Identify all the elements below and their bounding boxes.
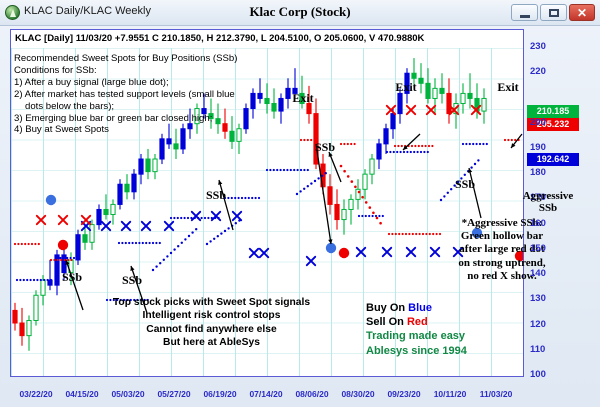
price-tick-200: 200	[530, 116, 546, 128]
price-tick-120: 120	[530, 318, 546, 330]
date-tick-8: 09/23/20	[387, 389, 421, 399]
annotation-exit-3: Exit	[292, 91, 314, 105]
price-tick-230: 230	[530, 41, 546, 52]
aggr-note-line-2: Green hollow bar	[460, 230, 544, 243]
price-tick-170: 170	[530, 192, 546, 204]
date-tick-10: 11/03/20	[479, 389, 513, 399]
date-tick-1: 04/15/20	[65, 389, 99, 399]
price-badge-mid: 205.232	[527, 118, 579, 131]
date-tick-3: 05/27/20	[157, 389, 191, 399]
annotation-ssb-0: SSb	[61, 270, 83, 284]
close-icon: ✕	[576, 6, 588, 20]
date-tick-7: 08/30/20	[341, 389, 375, 399]
sell-word: Red	[406, 316, 428, 329]
promo-line-2: Intelligent risk control stops	[142, 310, 281, 322]
annotation-ssb-4: SSb	[314, 140, 336, 154]
slogan-green-1: Trading made easy	[366, 330, 466, 343]
minimize-button[interactable]	[511, 4, 538, 21]
minimize-icon	[520, 15, 530, 18]
aggr-note-line-5: no red X show.	[467, 269, 537, 282]
aggr-note-line-3: after large red dot	[459, 243, 545, 256]
promo-block: Top stock picks with Sweet Spot signals …	[104, 296, 319, 350]
conditions-block: Recommended Sweet Spots for Buy Position…	[14, 53, 284, 136]
sell-line: Sell On Red	[366, 315, 536, 329]
buy-word: Blue	[408, 302, 433, 314]
close-button[interactable]: ✕	[569, 4, 595, 21]
date-tick-4: 06/19/20	[203, 389, 237, 399]
chart-panel: KLAC [Daily] 11/03/20 +7.9551 C 210.1850…	[10, 29, 524, 377]
sell-prefix: Sell On	[366, 316, 407, 329]
aggr-note-line-1: *Aggressive SSb:	[461, 217, 543, 229]
date-tick-5: 07/14/20	[249, 389, 283, 399]
price-badge-low: 192.642	[527, 153, 579, 166]
date-tick-6: 08/06/20	[295, 389, 329, 399]
condition-item-4: 4) Buy at Sweet Spots	[14, 124, 109, 136]
title-bar: KLAC Daily/KLAC Weekly Klac Corp (Stock)…	[0, 0, 600, 26]
price-tick-160: 160	[530, 217, 546, 229]
window-title: KLAC Daily/KLAC Weekly	[24, 5, 151, 17]
plot-area[interactable]	[11, 48, 523, 376]
price-tick-190: 190	[530, 141, 546, 153]
maximize-icon	[549, 9, 559, 17]
price-tick-140: 140	[530, 268, 546, 280]
price-tick-150: 150	[530, 242, 546, 254]
price-tick-180: 180	[530, 167, 546, 179]
signal-markers	[35, 104, 523, 267]
price-axis: 210.185 205.232 192.642 230 220 200 190 180 1…	[527, 29, 599, 380]
annotation-exit-7: Exit	[497, 80, 519, 94]
slogan-block: Buy On Blue Sell On Red Trading made eas…	[366, 301, 536, 358]
price-tick-100: 100	[530, 369, 546, 380]
date-axis: 03/22/20 04/15/20 05/03/20 05/27/20 06/19/20…	[10, 381, 525, 405]
condition-item-2: 2) After market has tested support level…	[14, 88, 235, 100]
aggr-note-line-4: on strong uptrend,	[458, 256, 546, 269]
aggressive-note-block: *Aggressive SSb: Green hollow bar after …	[443, 217, 561, 283]
ohlc-header: KLAC [Daily] 11/03/20 +7.9551 C 210.1850…	[15, 33, 425, 44]
date-tick-0: 03/22/20	[19, 389, 53, 399]
condition-item-3: 3) Emerging blue bar or green bar closed…	[14, 112, 213, 124]
conditions-title: Recommended Sweet Spots for Buy Position…	[14, 53, 238, 64]
app-logo-icon	[5, 5, 20, 20]
annotation-aggressive-ssb-8: Aggressive SSb	[522, 190, 574, 214]
buy-line: Buy On Blue	[366, 301, 536, 315]
annotation-arrows	[65, 133, 523, 314]
price-badge-high: 210.185	[527, 105, 579, 118]
annotation-ssb-1: SSb	[121, 273, 143, 287]
price-tick-130: 130	[530, 293, 546, 305]
slogan-green-2: Ablesys since 1994	[366, 344, 467, 357]
buy-prefix: Buy On	[366, 302, 409, 314]
annotation-ssb-2: SSb	[205, 188, 227, 202]
condition-item-1: 1) After a buy signal (large blue dot);	[14, 76, 169, 88]
conditions-subtitle: Conditions for SSb:	[14, 64, 97, 76]
promo-line-1: Top stock picks with Sweet Spot signals	[112, 297, 311, 308]
date-tick-9: 10/11/20	[433, 389, 467, 399]
promo-line-4: But here at AbleSys	[163, 337, 260, 349]
annotation-exit-5: Exit	[395, 80, 417, 94]
price-tick-220: 220	[530, 66, 546, 78]
price-tick-110: 110	[530, 343, 546, 355]
annotation-ssb-6: SSb	[454, 177, 476, 191]
promo-line-3: Cannot find anywhere else	[146, 323, 277, 335]
maximize-button[interactable]	[540, 4, 567, 21]
date-tick-2: 05/03/20	[111, 389, 145, 399]
condition-item-2b: dots below the bars);	[25, 100, 115, 112]
